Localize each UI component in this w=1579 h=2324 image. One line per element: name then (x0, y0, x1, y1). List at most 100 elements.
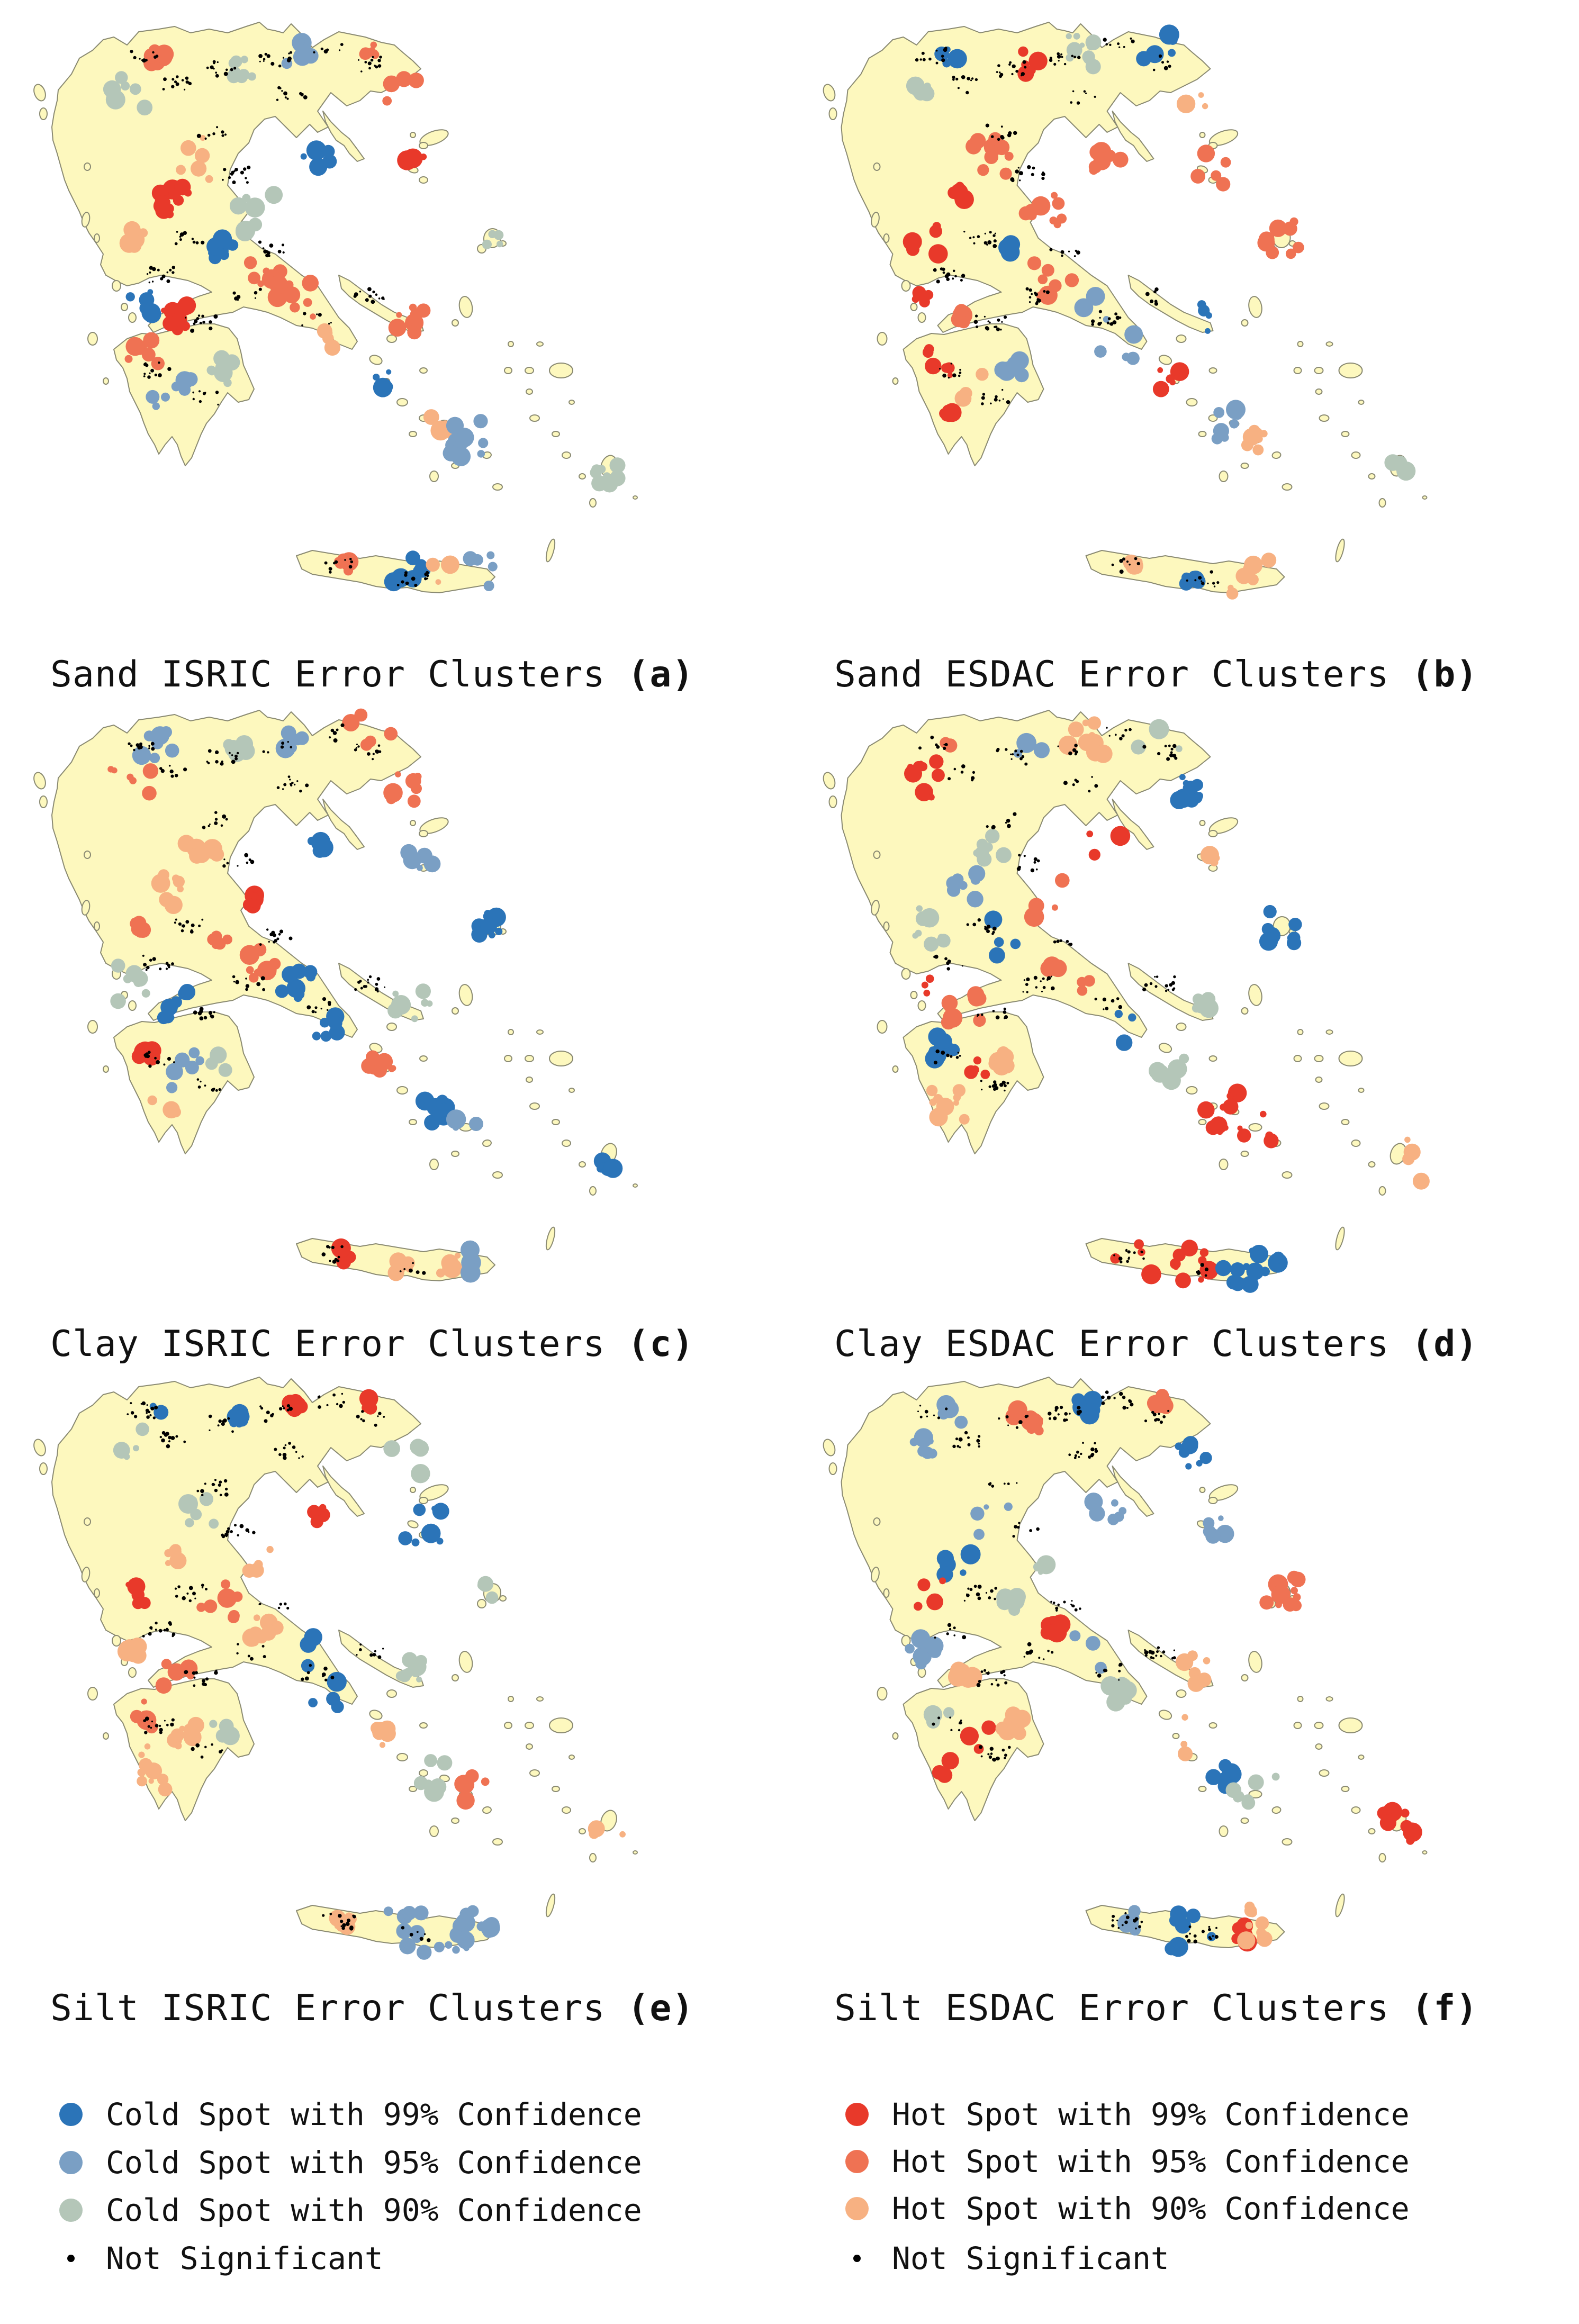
hotspot-point (1211, 170, 1222, 181)
not-significant-point (158, 1629, 163, 1633)
not-significant-point (969, 1588, 973, 1591)
not-significant-point (142, 954, 145, 957)
legend-label: Hot Spot with 99% Confidence (892, 2096, 1410, 2132)
island (1358, 1755, 1365, 1760)
not-significant-point (1144, 1654, 1148, 1657)
not-significant-point (1010, 753, 1012, 755)
not-significant-point (1136, 562, 1140, 566)
hotspot-point (446, 1109, 466, 1129)
hotspot-point (295, 733, 303, 741)
hotspot-point (411, 1538, 420, 1547)
hotspot-point (454, 1252, 461, 1259)
not-significant-point (295, 1451, 297, 1453)
not-significant-point (259, 943, 262, 946)
hotspot-point (913, 1647, 932, 1666)
not-significant-point (374, 1650, 377, 1652)
hotspot-point (1185, 1463, 1192, 1470)
hotspot-point (136, 1422, 149, 1436)
not-significant-point (142, 1634, 145, 1638)
not-significant-point (199, 321, 202, 324)
not-significant-point (1012, 753, 1014, 756)
not-significant-point (148, 1632, 152, 1636)
not-significant-point (204, 137, 207, 140)
not-significant-point (937, 1416, 940, 1419)
not-significant-point (220, 824, 223, 827)
island (410, 132, 416, 138)
not-significant-point (145, 1408, 149, 1413)
not-significant-point (1094, 784, 1098, 788)
hotspot-point (161, 392, 170, 402)
not-significant-point (933, 268, 937, 272)
not-significant-point (196, 1489, 200, 1493)
not-significant-point (978, 1680, 981, 1683)
legend-label: Hot Spot with 95% Confidence (892, 2144, 1410, 2180)
island (409, 431, 417, 437)
hotspot-point (959, 1114, 970, 1125)
hotspot-point (1180, 1741, 1188, 1748)
not-significant-point (205, 1588, 207, 1590)
not-significant-point (326, 48, 329, 51)
hotspot-point (132, 1597, 144, 1609)
hotspot-point (1160, 1402, 1172, 1414)
hotspot-point (1082, 302, 1090, 310)
island (410, 820, 416, 826)
hotspot-point (408, 1657, 427, 1677)
hotspot-point (970, 875, 981, 885)
not-significant-point (1209, 1938, 1212, 1940)
not-significant-point (918, 746, 922, 750)
caption-letter: (f) (1411, 1987, 1478, 2029)
not-significant-point (342, 1400, 345, 1404)
not-significant-point (304, 1676, 309, 1681)
hotspot-point (1175, 1442, 1183, 1450)
island (482, 1139, 492, 1147)
land-layer (823, 710, 1428, 1281)
not-significant-point (225, 818, 228, 821)
not-significant-point (306, 1671, 310, 1675)
legend-item-hot-90: Hot Spot with 90% Confidence (845, 2185, 1410, 2232)
not-significant-point (1164, 745, 1167, 748)
not-significant-point (194, 319, 198, 323)
not-significant-point (1140, 1921, 1143, 1923)
hotspot-point (1094, 744, 1113, 763)
not-significant-point (256, 982, 261, 987)
not-significant-point (198, 400, 202, 403)
island (1208, 1484, 1239, 1501)
not-significant-point (958, 1729, 961, 1732)
hotspot-point (456, 1776, 475, 1794)
land-layer (823, 22, 1428, 593)
hotspot-point (1198, 92, 1204, 98)
island (81, 212, 91, 228)
hotspot-point (973, 1014, 986, 1027)
not-significant-point (361, 1410, 364, 1413)
not-significant-point (1215, 1927, 1217, 1929)
caption-text: Silt ESDAC Error Clusters (834, 1987, 1389, 2029)
not-significant-point (1073, 56, 1077, 59)
not-significant-point (1023, 855, 1026, 857)
hotspot-point (1034, 1426, 1044, 1436)
island (828, 795, 837, 808)
hotspot-point (1189, 1244, 1196, 1251)
panel-caption: Clay ESDAC Error Clusters (d) (834, 1323, 1478, 1365)
hotspot-point (147, 289, 154, 295)
not-significant-point (1001, 388, 1004, 391)
not-significant-point (356, 744, 358, 745)
not-significant-point (959, 1055, 961, 1057)
not-significant-point (364, 61, 367, 64)
not-significant-point (301, 1677, 304, 1681)
hotspot-point (417, 1945, 432, 1960)
not-significant-point (220, 762, 224, 766)
not-significant-point (1077, 56, 1081, 59)
not-significant-point (367, 287, 372, 292)
not-significant-point (978, 1745, 983, 1749)
hotspot-point (169, 1545, 178, 1554)
not-significant-point (919, 1405, 922, 1407)
hotspot-point (193, 846, 210, 863)
not-significant-point (1074, 779, 1077, 782)
hotspot-point (973, 1529, 985, 1540)
not-significant-point (1156, 975, 1159, 978)
hotspot-point (903, 232, 922, 251)
hotspot-point (935, 1056, 944, 1065)
not-significant-point (232, 975, 236, 979)
hotspot-point (997, 1048, 1014, 1065)
not-significant-point (972, 923, 977, 927)
